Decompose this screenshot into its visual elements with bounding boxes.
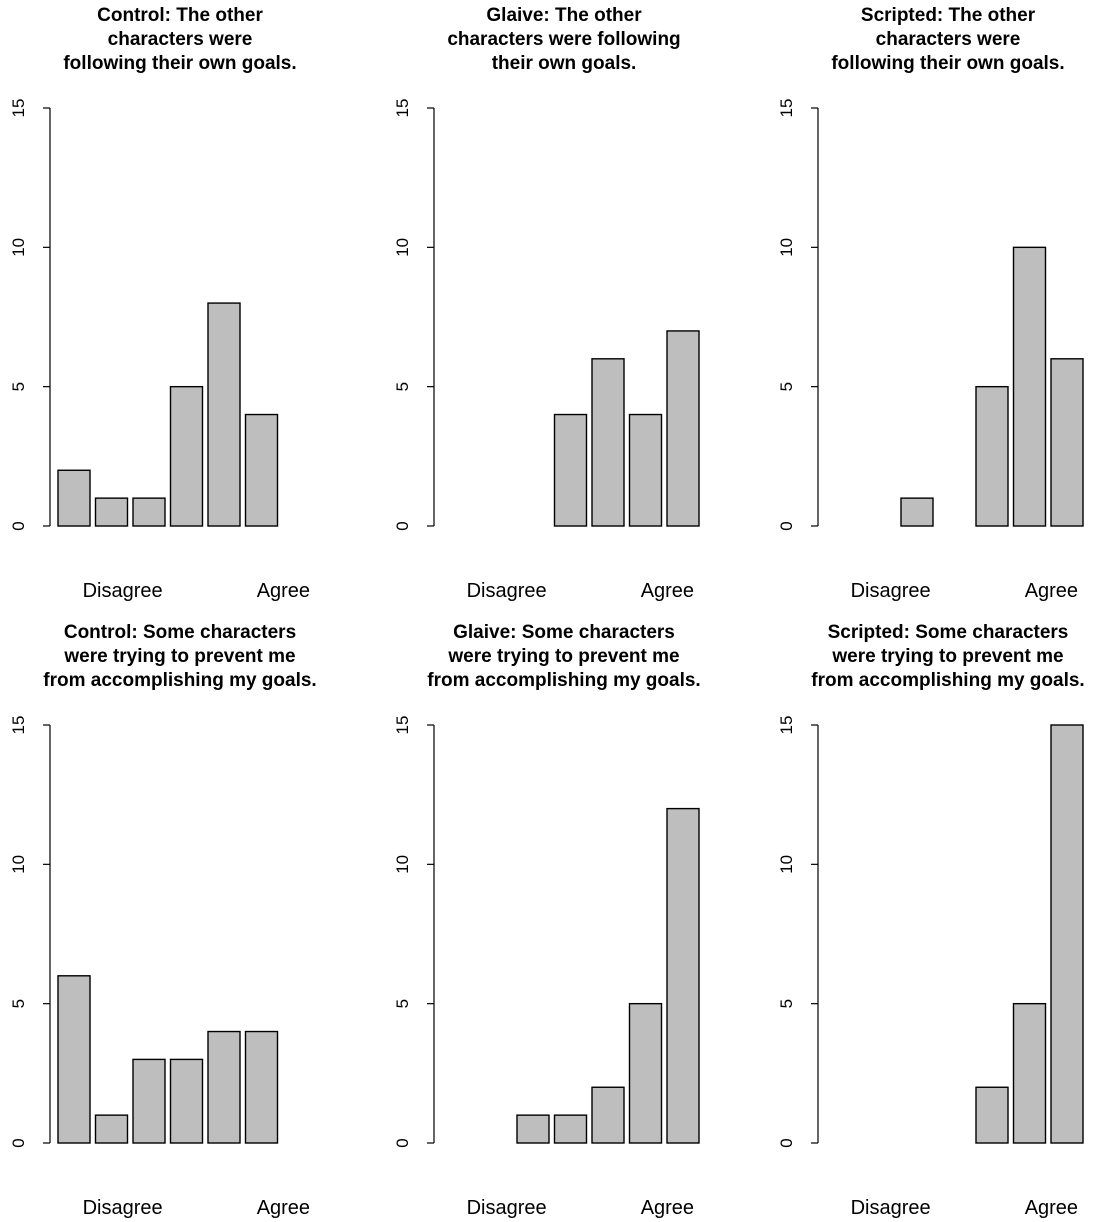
y-tick-label: 15	[393, 99, 412, 118]
chart-panel-2: Glaive: The other characters were followi…	[393, 5, 700, 602]
y-tick-label: 15	[393, 716, 412, 735]
bar-2	[94, 497, 129, 527]
bar-6	[628, 413, 663, 527]
x-label-disagree: Disagree	[851, 1197, 931, 1219]
bar-4	[553, 413, 588, 527]
y-tick-label: 15	[777, 716, 796, 735]
chart-title-line: from accomplishing my goals.	[811, 670, 1084, 691]
y-tick-label: 0	[393, 521, 412, 530]
y-tick-label: 5	[777, 382, 796, 391]
x-label-agree: Agree	[641, 580, 694, 602]
y-tick-label: 10	[9, 855, 28, 874]
y-tick-label: 10	[9, 238, 28, 257]
bar-5	[591, 1086, 625, 1144]
x-label-disagree: Disagree	[467, 1197, 547, 1219]
y-tick-label: 15	[9, 716, 28, 735]
bar-1	[57, 975, 91, 1144]
y-tick-label: 10	[393, 855, 412, 874]
x-label-agree: Agree	[1025, 1197, 1078, 1219]
x-label-agree: Agree	[641, 1197, 694, 1219]
bar-6	[628, 1002, 663, 1144]
y-tick-label: 5	[9, 382, 28, 391]
bar-5	[975, 1086, 1009, 1144]
chart-title-line: from accomplishing my goals.	[43, 670, 316, 691]
bar-5	[975, 385, 1009, 527]
x-label-agree: Agree	[257, 580, 310, 602]
x-label-disagree: Disagree	[83, 1197, 163, 1219]
y-tick-label: 5	[393, 999, 412, 1008]
chart-title-line: were trying to prevent me	[831, 646, 1063, 667]
bar-3	[900, 497, 934, 527]
bar-3	[132, 497, 166, 527]
chart-title-line: characters were	[876, 29, 1021, 50]
chart-panel-1: Control: The other characters were followi…	[9, 5, 310, 602]
x-label-disagree: Disagree	[83, 580, 163, 602]
y-tick-label: 10	[777, 855, 796, 874]
y-tick-label: 0	[9, 1138, 28, 1147]
chart-panel-6: Scripted: Some characters were trying to …	[777, 622, 1085, 1219]
chart-panel-5: Glaive: Some characters were trying to pr…	[393, 622, 701, 1219]
chart-panel-3: Scripted: The other characters were follow…	[777, 5, 1084, 602]
bar-3	[132, 1058, 166, 1144]
y-tick-label: 10	[393, 238, 412, 257]
bar-4	[553, 1114, 588, 1144]
bar-7	[666, 807, 700, 1144]
chart-panel-4: Control: Some characters were trying to p…	[9, 622, 317, 1219]
y-tick-label: 5	[777, 999, 796, 1008]
bar-1	[57, 469, 91, 527]
bar-4	[169, 1058, 204, 1144]
y-tick-label: 0	[9, 521, 28, 530]
y-tick-label: 15	[777, 99, 796, 118]
bar-6	[1012, 246, 1047, 527]
chart-title-line: Glaive: Some characters	[453, 622, 675, 643]
y-tick-label: 5	[393, 382, 412, 391]
bar-7	[1050, 724, 1084, 1144]
bar-3	[516, 1114, 550, 1144]
chart-title-line: characters were	[108, 29, 253, 50]
y-tick-label: 15	[9, 99, 28, 118]
chart-title-line: from accomplishing my goals.	[427, 670, 700, 691]
x-label-agree: Agree	[1025, 580, 1078, 602]
chart-title-line: Glaive: The other	[486, 5, 642, 26]
bar-6	[244, 1030, 279, 1144]
y-tick-label: 0	[777, 1138, 796, 1147]
bar-7	[666, 330, 700, 527]
y-tick-label: 10	[777, 238, 796, 257]
x-label-disagree: Disagree	[467, 580, 547, 602]
bar-6	[244, 413, 279, 527]
bar-6	[1012, 1002, 1047, 1144]
bar-5	[207, 302, 241, 527]
chart-title-line: Control: Some characters	[64, 622, 296, 643]
bar-7	[1050, 358, 1084, 527]
bar-5	[207, 1030, 241, 1144]
chart-title-line: were trying to prevent me	[63, 646, 295, 667]
bar-5	[591, 358, 625, 527]
chart-title-line: were trying to prevent me	[447, 646, 679, 667]
chart-title-line: their own goals.	[492, 53, 637, 74]
chart-title-line: following their own goals.	[831, 53, 1064, 74]
chart-title-line: characters were following	[447, 29, 680, 50]
x-label-disagree: Disagree	[851, 580, 931, 602]
bar-4	[169, 385, 204, 527]
y-tick-label: 0	[393, 1138, 412, 1147]
chart-title-line: Scripted: The other	[861, 5, 1036, 26]
y-tick-label: 0	[777, 521, 796, 530]
chart-title-line: Control: The other	[97, 5, 263, 26]
chart-title-line: following their own goals.	[63, 53, 296, 74]
y-tick-label: 5	[9, 999, 28, 1008]
bar-2	[94, 1114, 129, 1144]
chart-title-line: Scripted: Some characters	[828, 622, 1069, 643]
x-label-agree: Agree	[257, 1197, 310, 1219]
